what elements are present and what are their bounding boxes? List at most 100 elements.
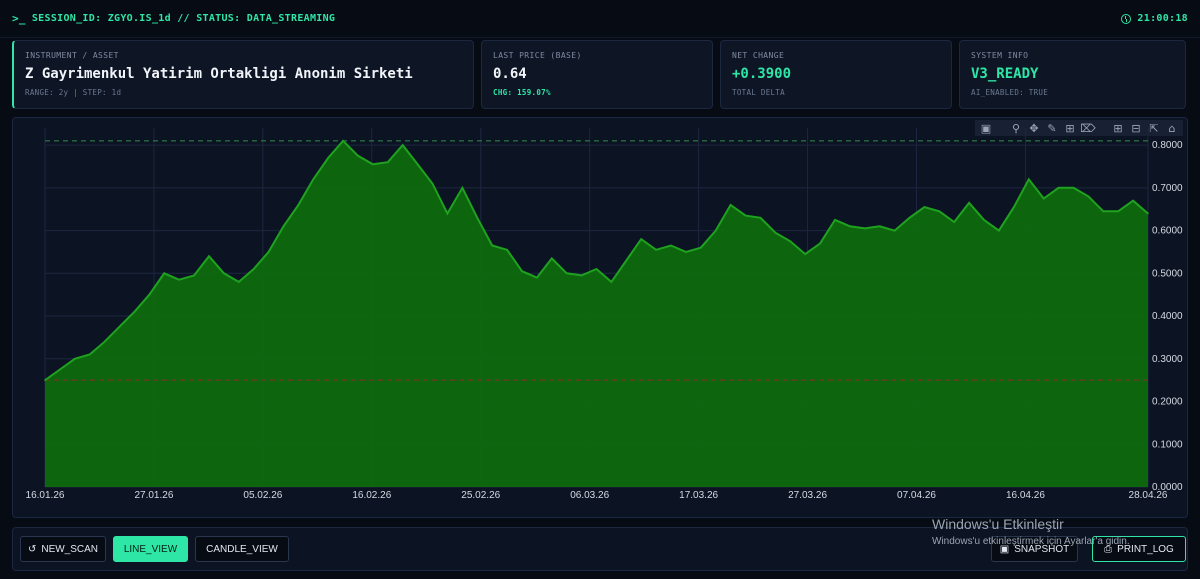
price-point [297,204,300,206]
y-tick-label: 0.7000 [1152,183,1183,194]
refresh-icon: ↺ [27,543,37,555]
price-point [625,259,628,262]
action-bar: ↺ NEW_SCAN LINE_VIEW CANDLE_VIEW ▣ SNAPS… [12,527,1188,571]
price-point [178,278,180,281]
x-tick-label: 17.03.26 [679,490,718,501]
price-point [44,379,46,381]
price-point [1027,178,1030,181]
session-text: SESSION_ID: ZGYO.IS_1d // STATUS: DATA_S… [31,13,336,24]
clock: 21:00:18 [1121,13,1188,24]
price-point [1072,187,1075,189]
price-point [59,368,61,371]
box-select-icon[interactable]: ⊞ [1065,121,1075,135]
price-point [983,219,985,221]
summary-cards: INSTRUMENT / ASSET Z Gayrimenkul Yatirim… [12,40,1188,110]
price-point [610,281,613,283]
snapshot-button[interactable]: ▣ SNAPSHOT [991,536,1078,562]
printer-icon: ⎙ [1104,543,1113,555]
lasso-icon[interactable]: ✎ [1047,121,1057,135]
price-value: 0.64 [493,66,527,82]
price-point [372,163,374,166]
x-tick-label: 16.01.26 [26,490,65,501]
price-point [878,225,881,228]
price-point [700,246,702,249]
x-tick-label: 27.01.26 [134,490,173,501]
price-point [1132,199,1134,202]
price-point [431,182,434,185]
price-point [580,274,583,277]
x-tick-label: 07.04.26 [897,490,936,501]
price-point [193,274,195,277]
asset-range: RANGE: 2y | STEP: 1d [25,88,122,97]
print-log-button[interactable]: ⎙ PRINT_LOG [1092,536,1186,562]
price-point [923,206,926,208]
y-tick-label: 0.1000 [1152,439,1183,450]
price-point [789,240,792,243]
zoom-icon[interactable]: ⚲ [1011,121,1021,135]
chart-toolbar: ▣ ⚲ ✥ ✎ ⊞ ⌦ ⊞ ⊟ ⇱ ⌂ [975,120,1183,136]
net-change-value: +0.3900 [732,66,792,82]
y-tick-label: 0.3000 [1152,354,1183,365]
zoom-out-icon[interactable]: ⊟ [1131,121,1141,135]
top-status-bar: >_ SESSION_ID: ZGYO.IS_1d // STATUS: DAT… [0,0,1200,38]
price-point [1042,197,1045,200]
asset-label: INSTRUMENT / ASSET [25,51,119,60]
price-point [640,238,643,240]
autoscale-icon[interactable]: ⇱ [1149,121,1159,135]
price-point [208,255,210,258]
price-point [1057,187,1060,189]
price-point [387,161,389,163]
price-point [685,251,687,253]
system-ai: AI_ENABLED: TRUE [971,88,1049,97]
print-log-label: PRINT_LOG [1117,543,1174,555]
y-tick-label: 0.6000 [1152,226,1183,237]
net-change-sub: TOTAL DELTA [732,88,785,97]
net-change-label: NET CHANGE [732,51,785,60]
price-point [536,276,538,279]
price-point [416,163,419,166]
price-point [804,253,806,255]
price-point [774,231,777,234]
chart-panel: 0.8000 0.7000 0.6000 0.5000 0.4000 0.3000 0.20… [12,117,1188,518]
asset-card: INSTRUMENT / ASSET Z Gayrimenkul Yatirim… [12,40,474,109]
camera-icon[interactable]: ▣ [980,121,992,135]
price-point [103,340,106,343]
terminal-icon: >_ [12,12,26,25]
pan-icon[interactable]: ✥ [1029,121,1039,135]
line-view-button[interactable]: LINE_VIEW [113,536,188,562]
zoom-in-icon[interactable]: ⊞ [1113,121,1123,135]
x-tick-label: 25.02.26 [461,490,500,501]
net-change-card: NET CHANGE +0.3900 TOTAL DELTA [720,40,952,109]
price-point [163,272,166,275]
price-point [342,140,344,142]
y-tick-label: 0.5000 [1152,268,1183,279]
price-point [282,225,285,228]
candle-view-button[interactable]: CANDLE_VIEW [195,536,289,562]
price-point [550,257,553,260]
price-point [655,249,657,251]
price-card: LAST PRICE (BASE) 0.64 CHG: 159.07% [481,40,713,109]
clear-icon[interactable]: ⌦ [1080,121,1096,135]
price-point [312,178,315,181]
reset-icon[interactable]: ⌂ [1168,121,1176,135]
price-point [237,281,240,283]
price-point [521,270,523,272]
price-point [819,242,821,245]
price-chart[interactable]: 0.8000 0.7000 0.6000 0.5000 0.4000 0.3000 0.20… [13,118,1188,518]
x-tick-label: 06.03.26 [570,490,609,501]
clock-icon [1121,13,1132,24]
clock-time: 21:00:18 [1137,13,1188,24]
price-point [893,229,896,232]
price-point [998,229,1000,232]
new-scan-label: NEW_SCAN [41,543,99,555]
price-point [595,268,598,270]
price-point [252,268,255,270]
price-point [446,212,449,215]
line-view-label: LINE_VIEW [123,543,178,555]
x-tick-label: 28.04.26 [1129,490,1168,501]
price-point [223,272,225,275]
new-scan-button[interactable]: ↺ NEW_SCAN [20,536,106,562]
price-point [327,157,330,159]
price-point [1013,206,1015,208]
y-tick-label: 0.0000 [1152,482,1183,493]
